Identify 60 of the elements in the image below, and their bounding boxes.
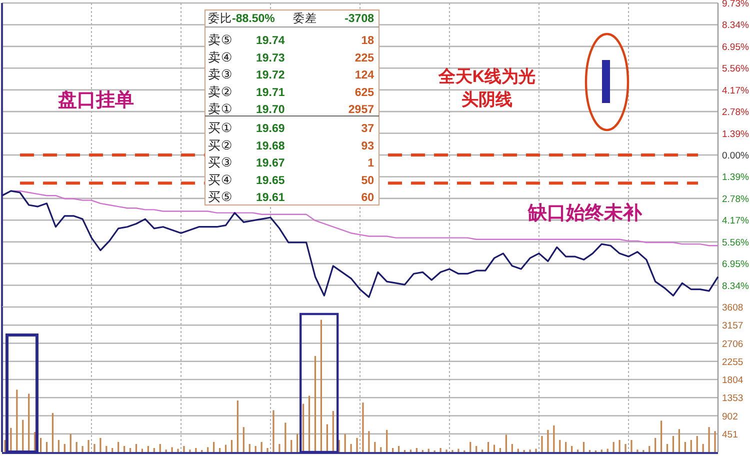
annotation: 委差 [293,11,317,25]
annotation: 19.71 [256,86,286,99]
annotation: 全天K线为光头阴线 [437,67,536,109]
y-tick-label: 4.17% [722,216,750,227]
annotation: 买⑤ [208,190,232,204]
y-tick-label: 902 [722,411,738,422]
annotation: 买① [208,121,232,135]
annotation: 625 [354,86,375,99]
annotation: 37 [361,123,374,135]
annotation: 124 [354,70,375,82]
annotation: 19.74 [256,35,286,47]
y-tick-label: 4.17% [722,85,750,96]
line-series [1,190,719,298]
annotation: 卖② [208,84,232,99]
annotation: 盘口挂单 [57,89,134,111]
annotation: 19.61 [256,192,286,204]
annotation: 93 [361,140,374,152]
y-tick-label: 2.78% [722,194,750,205]
y-tick-label: 5.56% [722,237,750,248]
y-tick-label: 9.73% [722,0,750,10]
annotation: 19.69 [256,123,285,135]
y-tick-label: 1804 [722,375,744,386]
annotation: -88.50% [232,13,275,25]
annotation: 缺口始终未补 [527,202,643,224]
annotation: 买② [208,138,232,152]
y-tick-label: 6.95% [722,259,750,270]
y-tick-label: 2706 [722,338,744,350]
annotation: 卖⑤ [208,33,232,47]
annotation: 委比 [208,11,232,25]
annotation: 60 [361,192,374,204]
annotation: 19.65 [256,174,286,187]
y-tick-label: 2.78% [722,107,750,118]
y-tick-label: 1.39% [722,128,750,140]
y-tick-label: 2255 [722,356,744,368]
annotation: 买③ [208,156,232,170]
y-tick-label: 0.00% [722,150,750,162]
annotation: 50 [361,174,374,187]
annotation: 2957 [348,104,374,116]
y-tick-label: 1.39% [722,172,750,184]
annotation: 卖① [208,102,232,116]
y-tick-label: 5.56% [722,64,750,75]
annotation: 19.70 [256,104,285,116]
annotation: 19.67 [256,158,285,170]
y-tick-label: 3608 [722,302,744,314]
y-tick-label: 451 [722,429,738,440]
annotation: 1 [368,158,375,170]
annotation: 19.73 [256,52,285,64]
annotation: -3708 [344,13,375,25]
annotation: 卖④ [208,50,232,64]
y-tick-label: 8.34% [722,20,750,32]
y-tick-label: 3157 [722,320,744,332]
annotation: 卖③ [208,68,232,82]
annotation: 225 [354,52,375,64]
annotation: 19.72 [256,70,285,82]
annotation: 买④ [208,172,232,187]
annotation: 18 [361,35,375,47]
annotation: 19.68 [256,140,286,152]
y-tick-label: 6.95% [722,42,750,53]
y-tick-label: 8.34% [722,280,750,292]
y-tick-label: 1353 [722,393,744,404]
